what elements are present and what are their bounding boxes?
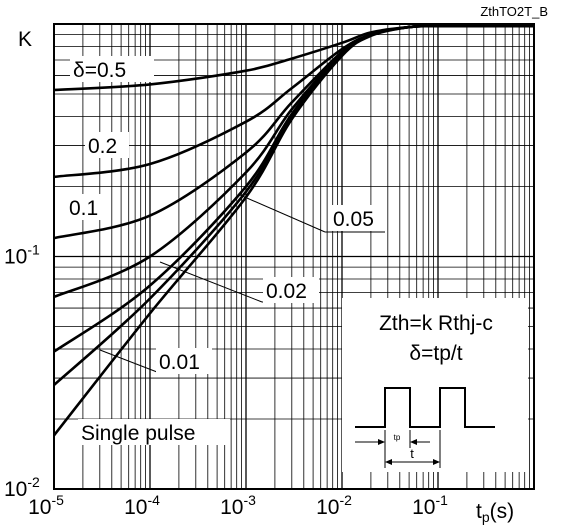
- t-arrowhead-left: [385, 459, 392, 465]
- x-tick-label: 10-4: [124, 492, 160, 519]
- plot-frame: [53, 23, 535, 490]
- curve-label-bg: [85, 132, 129, 158]
- x-tick-label: 10-1: [412, 492, 448, 519]
- curve-label: Single pulse: [81, 422, 195, 445]
- y-tick-label: 10-2: [4, 474, 40, 501]
- y-axis-title: K: [18, 28, 32, 51]
- x-tick-label: 10-3: [220, 492, 256, 519]
- tp-arrowhead-left: [378, 439, 385, 445]
- curve-label-bg: [66, 194, 102, 220]
- curve-label: 0.05: [333, 208, 374, 231]
- curve-series-6: [52, 24, 535, 437]
- chart-id: ZthTO2T_B: [480, 4, 548, 19]
- curve-label-bg: [263, 277, 319, 303]
- leader-line: [159, 261, 263, 303]
- x-axis-title-unit: (s): [490, 500, 515, 523]
- inset-t-label: t: [410, 446, 414, 461]
- y-tick-label: 10-1: [4, 242, 40, 269]
- curve-labels: δ=0.5 0.2 0.1 0.05 0.02 0.01 Single pulse: [66, 56, 386, 445]
- curve-label: 0.02: [266, 280, 307, 303]
- x-axis-title: tp(s): [476, 500, 514, 525]
- formula-box: Zth=k Rthj-c δ=tp/t tp t: [342, 298, 528, 472]
- y-tick-labels: 10-2 10-1: [4, 242, 40, 502]
- curve-label: 0.2: [88, 135, 117, 158]
- t-arrowhead-right: [433, 459, 440, 465]
- pulse-waveform: [355, 387, 495, 428]
- leader-line: [99, 349, 158, 373]
- curve-label-bg: [78, 419, 230, 445]
- formula-zth: Zth=k Rthj-c: [379, 312, 493, 335]
- curve-label: 0.1: [69, 197, 98, 220]
- leader-line: [239, 194, 326, 233]
- curve-label-bg: [70, 56, 154, 82]
- curve-label-bg: [330, 205, 386, 231]
- x-axis-title-main: t: [476, 500, 482, 523]
- formula-delta: δ=tp/t: [409, 342, 462, 365]
- inset-tp-label: tp: [394, 433, 401, 442]
- curve-label: 0.01: [159, 351, 200, 374]
- formula-box-bg: [342, 298, 528, 472]
- curves: [52, 24, 535, 437]
- x-axis-title-sub: p: [482, 509, 490, 525]
- x-tick-labels: 10-5 10-4 10-3 10-2 10-1: [28, 492, 448, 519]
- tp-arrowhead-right: [410, 439, 417, 445]
- curve-label-bg: [156, 348, 212, 374]
- x-tick-label: 10-2: [316, 492, 352, 519]
- curve-label: δ=0.5: [73, 59, 126, 82]
- x-tick-label: 10-5: [28, 492, 64, 519]
